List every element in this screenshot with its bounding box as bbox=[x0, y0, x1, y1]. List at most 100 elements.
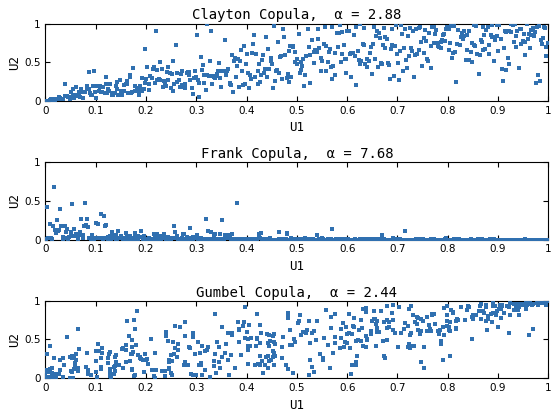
Point bbox=[403, 236, 412, 243]
Point bbox=[450, 236, 459, 243]
Point bbox=[527, 236, 536, 243]
Point bbox=[374, 63, 383, 70]
Point bbox=[408, 48, 417, 55]
Point bbox=[69, 365, 78, 372]
Point bbox=[123, 234, 132, 241]
Point bbox=[506, 300, 515, 307]
Point bbox=[253, 336, 262, 342]
Point bbox=[335, 21, 344, 28]
Point bbox=[165, 366, 174, 373]
Point bbox=[105, 349, 114, 356]
Point bbox=[70, 352, 79, 359]
Point bbox=[44, 234, 53, 241]
Point bbox=[312, 318, 321, 325]
Point bbox=[488, 299, 497, 305]
Point bbox=[255, 322, 264, 328]
Point bbox=[533, 302, 542, 308]
Point bbox=[295, 236, 304, 243]
Point bbox=[107, 91, 116, 98]
Point bbox=[273, 236, 282, 243]
Point bbox=[371, 236, 380, 243]
Point bbox=[68, 374, 77, 381]
Point bbox=[258, 357, 267, 364]
Point bbox=[393, 236, 402, 243]
Point bbox=[293, 319, 302, 326]
Point bbox=[250, 32, 259, 39]
Point bbox=[472, 312, 481, 318]
Point bbox=[252, 236, 261, 243]
Point bbox=[509, 39, 518, 46]
Point bbox=[219, 235, 228, 242]
Point bbox=[244, 361, 253, 368]
Point bbox=[395, 47, 404, 54]
Point bbox=[168, 234, 177, 241]
Point bbox=[308, 236, 317, 243]
Point bbox=[286, 326, 295, 333]
Point bbox=[149, 230, 158, 237]
Point bbox=[405, 236, 414, 243]
Point bbox=[82, 85, 91, 92]
Point bbox=[496, 36, 505, 42]
Point bbox=[297, 331, 306, 338]
Point bbox=[349, 32, 358, 38]
Point bbox=[188, 85, 197, 92]
Point bbox=[211, 74, 220, 81]
Point bbox=[352, 81, 361, 88]
Point bbox=[99, 84, 108, 91]
Point bbox=[83, 215, 92, 222]
Point bbox=[329, 236, 338, 243]
Point bbox=[390, 43, 399, 50]
Point bbox=[194, 77, 203, 84]
Point bbox=[476, 37, 485, 44]
Point bbox=[477, 39, 486, 46]
Point bbox=[246, 236, 255, 243]
Point bbox=[381, 236, 390, 243]
Point bbox=[385, 236, 394, 243]
Point bbox=[104, 351, 113, 358]
Point bbox=[49, 222, 58, 229]
Point bbox=[217, 68, 226, 75]
Point bbox=[489, 303, 498, 310]
Point bbox=[430, 320, 439, 327]
Point bbox=[488, 318, 497, 325]
Point bbox=[114, 228, 123, 235]
Point bbox=[255, 234, 264, 241]
Point bbox=[197, 234, 206, 241]
Point bbox=[44, 235, 53, 242]
Point bbox=[283, 231, 292, 237]
Point bbox=[389, 327, 398, 333]
Point bbox=[516, 236, 525, 243]
Point bbox=[472, 236, 481, 243]
Point bbox=[506, 312, 515, 319]
Point bbox=[295, 236, 304, 243]
Point bbox=[256, 340, 265, 346]
Point bbox=[58, 234, 67, 240]
Point bbox=[178, 235, 186, 242]
Point bbox=[347, 74, 356, 81]
Point bbox=[504, 61, 513, 68]
Point bbox=[271, 78, 280, 84]
Point bbox=[262, 354, 271, 361]
Point bbox=[163, 234, 172, 240]
Point bbox=[281, 236, 290, 243]
Point bbox=[235, 338, 244, 345]
Point bbox=[476, 236, 485, 243]
Point bbox=[217, 83, 226, 90]
Point bbox=[416, 39, 425, 45]
Point bbox=[104, 360, 113, 366]
Point bbox=[70, 95, 79, 102]
Point bbox=[351, 52, 360, 59]
Point bbox=[41, 375, 50, 382]
Point bbox=[387, 236, 396, 243]
Point bbox=[241, 236, 250, 242]
Point bbox=[375, 236, 384, 243]
Point bbox=[312, 236, 321, 243]
Point bbox=[302, 327, 311, 333]
Title: Clayton Copula,  α = 2.88: Clayton Copula, α = 2.88 bbox=[192, 8, 402, 22]
Point bbox=[104, 234, 113, 240]
Point bbox=[348, 236, 357, 243]
Point bbox=[87, 231, 96, 238]
Point bbox=[235, 236, 244, 242]
Point bbox=[111, 352, 120, 358]
Point bbox=[348, 236, 357, 243]
